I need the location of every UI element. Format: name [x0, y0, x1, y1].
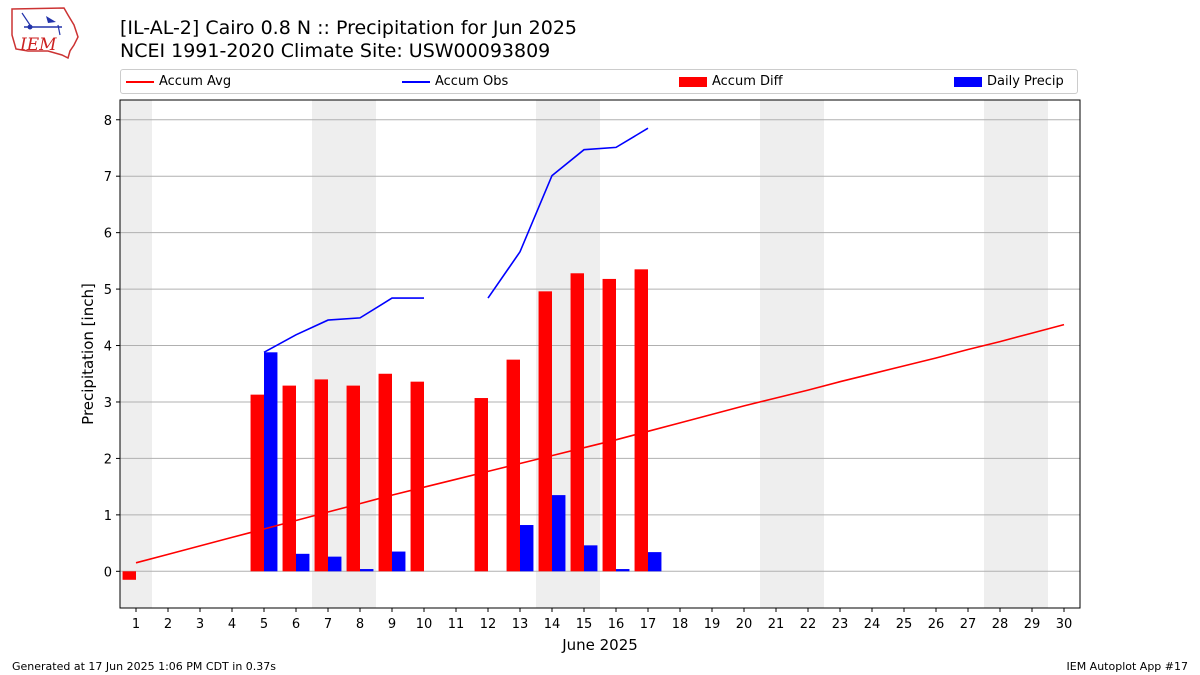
accum-diff-bar-12 [474, 398, 488, 572]
y-axis-label: Precipitation [inch] [79, 283, 97, 425]
x-tick-label-30: 30 [1056, 617, 1073, 632]
x-tick-label-12: 12 [480, 617, 497, 632]
x-tick-label-8: 8 [356, 617, 364, 632]
legend-label-daily-precip: Daily Precip [987, 74, 1064, 89]
y-tick-label-6: 6 [104, 227, 112, 242]
x-tick-label-2: 2 [164, 617, 172, 632]
daily-precip-bar-6 [296, 553, 310, 572]
x-tick-label-9: 9 [388, 617, 396, 632]
accum-diff-bar-8 [346, 385, 360, 572]
x-tick-label-24: 24 [864, 617, 881, 632]
y-tick-label-4: 4 [104, 340, 112, 355]
daily-precip-bar-17 [648, 552, 662, 572]
plot-frame [119, 99, 1081, 609]
y-tick-label-0: 0 [104, 565, 112, 580]
x-tick-label-18: 18 [672, 617, 689, 632]
x-tick-label-29: 29 [1024, 617, 1041, 632]
app-footer: IEM Autoplot App #17 [1066, 660, 1189, 673]
shade-day-1 [120, 100, 152, 608]
accum-diff-bar-1 [122, 571, 136, 580]
x-tick-label-19: 19 [704, 617, 721, 632]
x-tick-label-16: 16 [608, 617, 625, 632]
x-tick-label-3: 3 [196, 617, 204, 632]
x-tick-label-10: 10 [416, 617, 433, 632]
chart-subtitle: NCEI 1991-2020 Climate Site: USW00093809 [120, 40, 551, 62]
legend-label-accum-avg: Accum Avg [159, 74, 232, 89]
chart-legend: Accum Avg Accum Obs Accum Diff Daily Pre… [120, 69, 1078, 94]
x-tick-label-5: 5 [260, 617, 268, 632]
daily-precip-bar-16 [616, 569, 630, 572]
x-tick-label-4: 4 [228, 617, 236, 632]
y-tick-label-8: 8 [104, 114, 112, 129]
daily-precip-bar-15 [584, 545, 598, 572]
legend-label-accum-diff: Accum Diff [712, 74, 783, 89]
y-tick-label-5: 5 [104, 283, 112, 298]
accum-diff-bar-10 [410, 381, 424, 572]
x-tick-label-14: 14 [544, 617, 561, 632]
legend-accum-obs: Accum Obs [397, 73, 547, 91]
x-tick-label-21: 21 [768, 617, 785, 632]
shade-day-21 [760, 100, 792, 608]
x-tick-label-27: 27 [960, 617, 977, 632]
x-tick-label-17: 17 [640, 617, 657, 632]
daily-precip-bar-8 [360, 569, 374, 572]
shade-day-22 [792, 100, 824, 608]
x-tick-label-7: 7 [324, 617, 332, 632]
x-tick-label-25: 25 [896, 617, 913, 632]
legend-swatch-accum-avg [126, 81, 154, 83]
accum-diff-bar-17 [634, 269, 648, 572]
shade-day-29 [1016, 100, 1048, 608]
x-tick-label-23: 23 [832, 617, 849, 632]
x-tick-label-13: 13 [512, 617, 529, 632]
legend-daily-precip: Daily Precip [949, 73, 1079, 91]
x-axis-label: June 2025 [561, 636, 638, 654]
legend-accum-avg: Accum Avg [121, 73, 271, 91]
legend-swatch-accum-diff [679, 77, 707, 87]
accum-obs-line-segment-0 [263, 297, 424, 354]
legend-accum-diff: Accum Diff [674, 73, 824, 91]
x-tick-label-20: 20 [736, 617, 753, 632]
y-tick-label-1: 1 [104, 509, 112, 524]
accum-diff-bar-16 [602, 278, 616, 572]
legend-label-accum-obs: Accum Obs [435, 74, 509, 89]
accum-diff-bar-7 [314, 379, 328, 572]
daily-precip-bar-9 [392, 551, 406, 572]
legend-swatch-daily-precip [954, 77, 982, 87]
accum-avg-line-segment-0 [135, 323, 1065, 564]
accum-diff-bar-5 [250, 394, 264, 572]
daily-precip-bar-14 [552, 495, 566, 572]
x-tick-label-6: 6 [292, 617, 300, 632]
daily-precip-bar-5 [264, 352, 278, 572]
daily-precip-bar-7 [328, 556, 342, 572]
accum-obs-line-segment-1 [487, 127, 649, 299]
generated-footer: Generated at 17 Jun 2025 1:06 PM CDT in … [12, 660, 277, 673]
y-tick-label-2: 2 [104, 452, 112, 467]
iem-logo: IEM [11, 7, 79, 59]
x-tick-label-11: 11 [448, 617, 465, 632]
accum-diff-bar-6 [282, 385, 296, 572]
legend-swatch-accum-obs [402, 81, 430, 83]
daily-precip-bar-13 [520, 525, 534, 572]
x-tick-label-1: 1 [132, 617, 140, 632]
accum-diff-bar-9 [378, 373, 392, 572]
y-tick-label-3: 3 [104, 396, 112, 411]
accum-diff-bar-15 [570, 273, 584, 572]
chart-title: [IL-AL-2] Cairo 0.8 N :: Precipitation f… [120, 17, 577, 39]
x-tick-label-26: 26 [928, 617, 945, 632]
y-tick-label-7: 7 [104, 170, 112, 185]
svg-text:IEM: IEM [19, 35, 57, 55]
accum-diff-bar-14 [538, 291, 552, 572]
x-tick-label-22: 22 [800, 617, 817, 632]
shade-day-28 [984, 100, 1016, 608]
x-tick-label-15: 15 [576, 617, 593, 632]
x-tick-label-28: 28 [992, 617, 1009, 632]
